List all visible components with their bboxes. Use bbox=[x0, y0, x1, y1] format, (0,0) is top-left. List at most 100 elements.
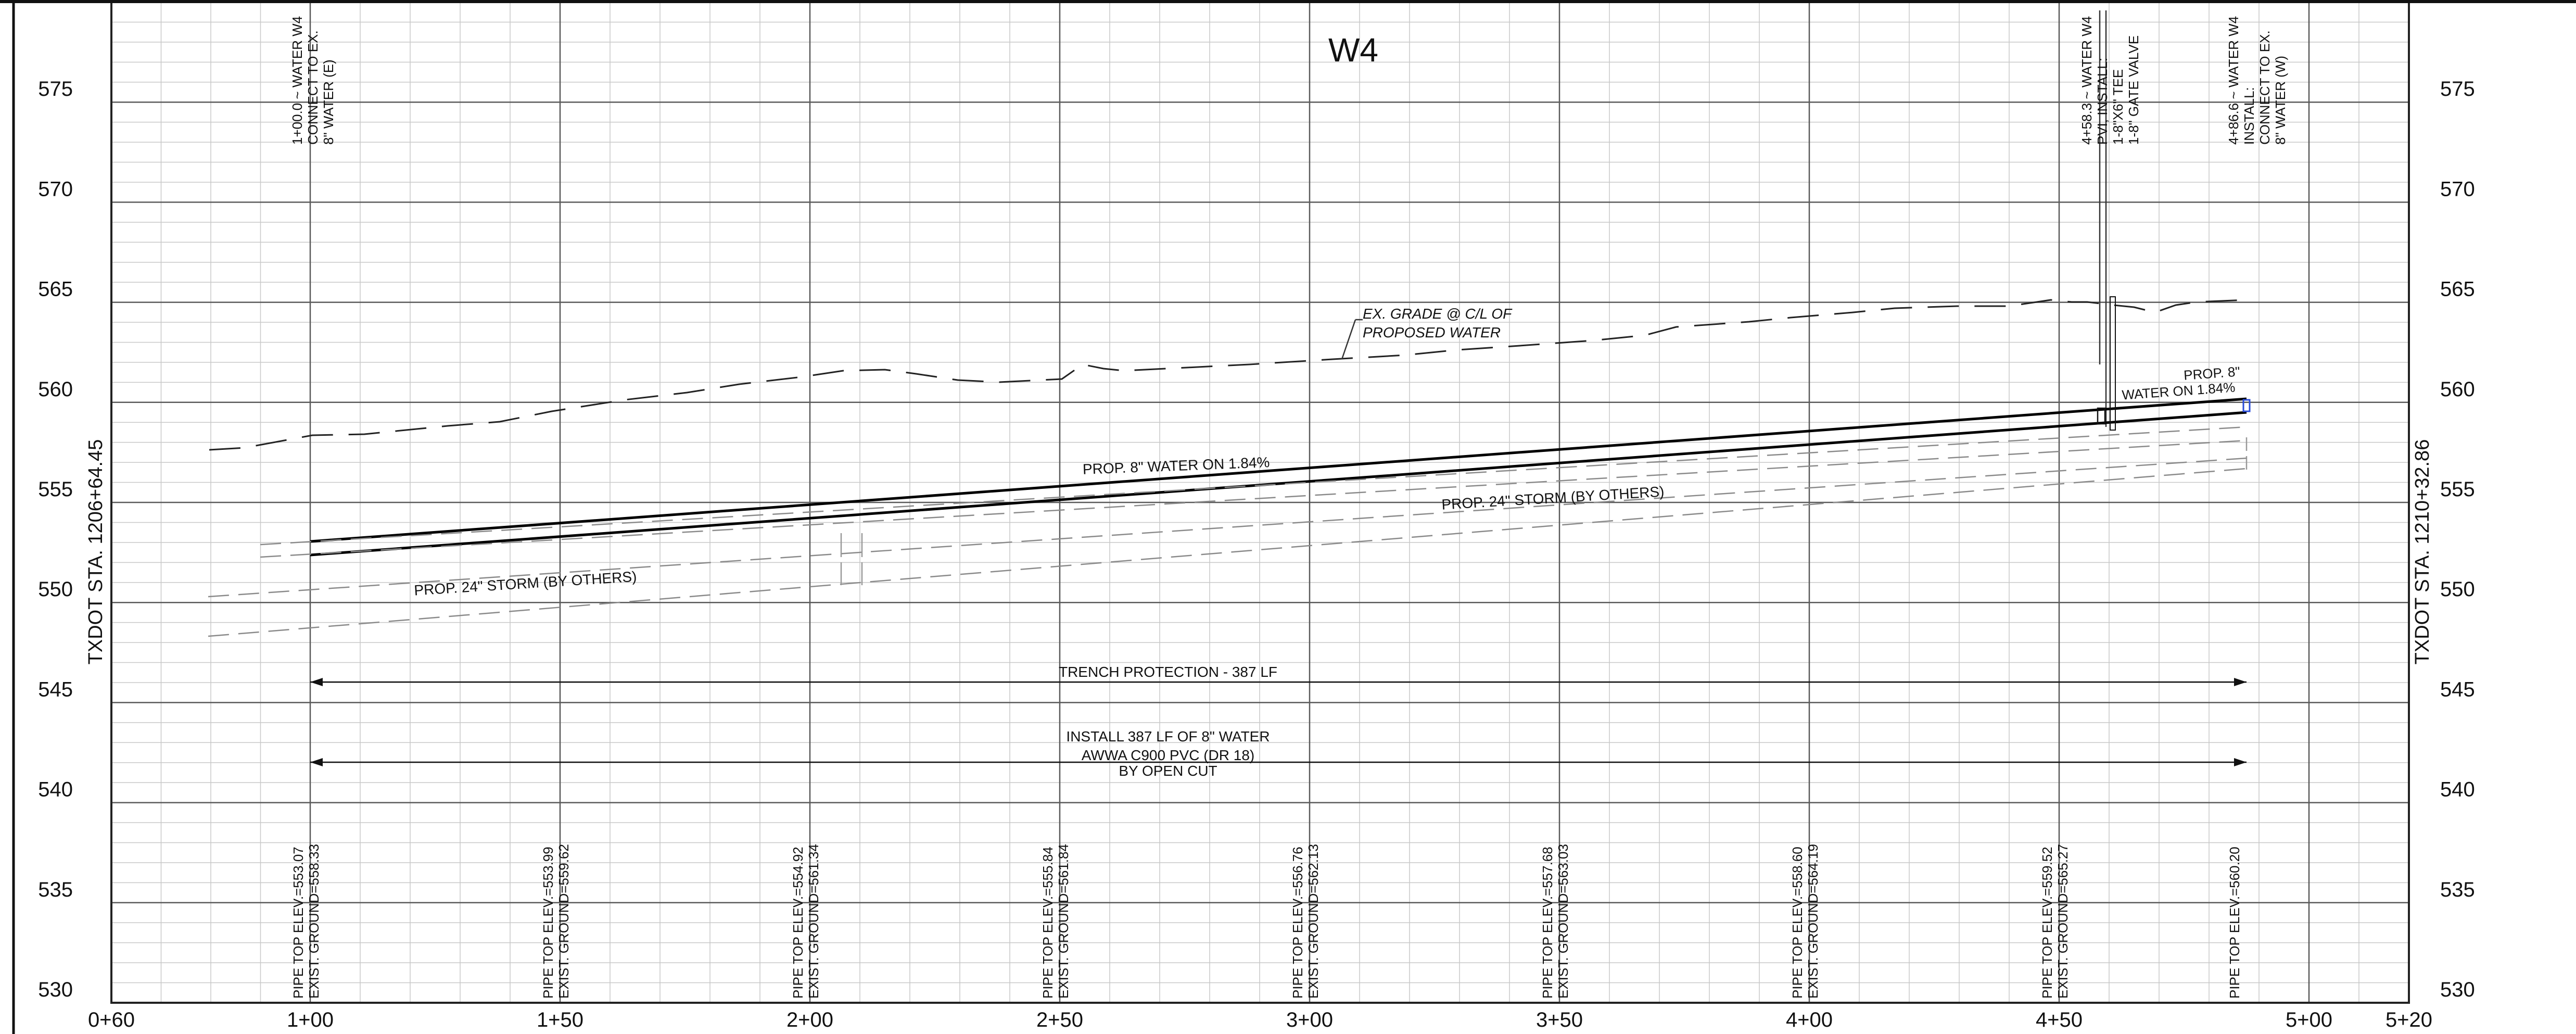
trench-label: TRENCH PROTECTION - 387 LF bbox=[1059, 664, 1277, 680]
bottom-callout-line: PIPE TOP ELEV.=553.07 bbox=[290, 847, 306, 999]
install-note-line-2: AWWA C900 PVC (DR 18) bbox=[1082, 747, 1254, 763]
elevation-label-right: 575 bbox=[2440, 78, 2475, 100]
tee-riser-symbol bbox=[2110, 296, 2116, 431]
top-callout-line: CONNECT TO EX. bbox=[305, 30, 321, 145]
install-arrow-left bbox=[310, 758, 323, 766]
elevation-label-left: 535 bbox=[38, 878, 73, 901]
elevation-label-left: 550 bbox=[38, 578, 73, 601]
station-label: 1+00 bbox=[287, 1008, 334, 1031]
station-label: 4+50 bbox=[2036, 1008, 2083, 1031]
storm-line-3 bbox=[208, 457, 2247, 598]
elevation-label-right: 540 bbox=[2440, 778, 2475, 801]
bottom-callout: PIPE TOP ELEV.=559.52 EXIST. GROUND=565.2… bbox=[2039, 844, 2071, 999]
top-callout-line: 8" WATER (E) bbox=[321, 59, 336, 145]
grade-callout-line-2: PROPOSED WATER bbox=[1363, 324, 1501, 341]
bottom-callout-line: EXIST. GROUND=561.34 bbox=[806, 844, 821, 999]
station-label: 4+00 bbox=[1786, 1008, 1833, 1031]
top-callout-line: 4+58.3 ~ WATER W4 bbox=[2079, 16, 2095, 145]
station-label: 2+00 bbox=[786, 1008, 833, 1031]
grade-callout: EX. GRADE @ C/L OF PROPOSED WATER bbox=[1363, 306, 1513, 341]
bottom-callout: PIPE TOP ELEV.=554.92 EXIST. GROUND=561.3… bbox=[790, 844, 821, 999]
gate-valve-symbol bbox=[2097, 407, 2106, 425]
trench-arrow-left bbox=[310, 678, 323, 686]
bottom-callout-line: PIPE TOP ELEV.=558.60 bbox=[1790, 847, 1805, 999]
bottom-callout-line: EXIST. GROUND=562.13 bbox=[1305, 844, 1321, 999]
elevation-label-left: 565 bbox=[38, 278, 73, 301]
top-callout: 4+86.6 ~ WATER W4 INSTALL: CONNECT TO EX. 8… bbox=[2226, 16, 2288, 145]
top-callout-line: PVI, INSTALL: bbox=[2095, 58, 2110, 145]
elevation-label-right: 550 bbox=[2440, 578, 2475, 601]
bottom-callout-line: PIPE TOP ELEV.=559.52 bbox=[2039, 847, 2055, 999]
station-labels: 0+60 1+00 1+50 2+00 2+50 3+00 3+50 4+00 4+50 5+00… bbox=[88, 1008, 2432, 1031]
top-callout-line: 1-8"X6" TEE bbox=[2110, 69, 2126, 145]
elevation-labels-left: 530 535 540 545 550 555 560 565 570 575 bbox=[38, 78, 73, 1001]
install-note-line-3: BY OPEN CUT bbox=[1119, 763, 1217, 779]
elevation-label-right: 565 bbox=[2440, 278, 2475, 301]
grade-callout-line-1: EX. GRADE @ C/L OF bbox=[1363, 306, 1513, 322]
left-axis-label: TXDOT STA. 1206+64.45 bbox=[85, 439, 107, 665]
station-label: 2+50 bbox=[1036, 1008, 1083, 1031]
station-label: 0+60 bbox=[88, 1008, 135, 1031]
install-note: INSTALL 387 LF OF 8" WATER AWWA C900 PVC… bbox=[1066, 728, 1270, 779]
bottom-callouts: PIPE TOP ELEV.=553.07 EXIST. GROUND=558.3… bbox=[290, 844, 2242, 999]
elevation-label-right: 560 bbox=[2440, 378, 2475, 401]
top-callout-line: 4+86.6 ~ WATER W4 bbox=[2226, 16, 2241, 145]
bottom-callout: PIPE TOP ELEV.=560.20 bbox=[2227, 847, 2242, 999]
end-connection-marker bbox=[2242, 399, 2251, 412]
bottom-callout: PIPE TOP ELEV.=557.68 EXIST. GROUND=563.0… bbox=[1540, 844, 1571, 999]
grade-callout-leader bbox=[1341, 319, 1356, 360]
top-callout: 4+58.3 ~ WATER W4 PVI, INSTALL: 1-8"X6" TE… bbox=[2079, 16, 2141, 145]
elevation-label-left: 540 bbox=[38, 778, 73, 801]
elevation-label-right: 530 bbox=[2440, 978, 2475, 1001]
trench-arrow-right bbox=[2234, 678, 2247, 686]
bottom-callout-line: EXIST. GROUND=558.33 bbox=[306, 844, 322, 999]
station-label: 5+00 bbox=[2286, 1008, 2332, 1031]
bottom-callout-line: EXIST. GROUND=563.03 bbox=[1555, 844, 1571, 999]
bottom-callout-line: PIPE TOP ELEV.=560.20 bbox=[2227, 847, 2242, 999]
top-callout-line: 1-8" GATE VALVE bbox=[2126, 35, 2141, 145]
elevation-labels-right: 530 535 540 545 550 555 560 565 570 575 bbox=[2440, 78, 2475, 1001]
top-callout-line: CONNECT TO EX. bbox=[2257, 30, 2273, 145]
elevation-label-left: 530 bbox=[38, 978, 73, 1001]
profile-title: W4 bbox=[1328, 31, 1378, 69]
existing-grade-line bbox=[209, 299, 2247, 451]
station-label: 3+00 bbox=[1286, 1008, 1333, 1031]
bottom-callout-line: PIPE TOP ELEV.=554.92 bbox=[790, 847, 806, 999]
bottom-callout-line: EXIST. GROUND=561.84 bbox=[1056, 844, 1071, 999]
elevation-label-right: 570 bbox=[2440, 178, 2475, 200]
install-arrow-right bbox=[2234, 758, 2247, 766]
station-label: 1+50 bbox=[537, 1008, 583, 1031]
bottom-callout: PIPE TOP ELEV.=553.07 EXIST. GROUND=558.3… bbox=[290, 844, 322, 999]
top-callout-line: 1+00.0 ~ WATER W4 bbox=[289, 16, 305, 145]
elevation-label-right: 535 bbox=[2440, 878, 2475, 901]
elevation-label-left: 545 bbox=[38, 678, 73, 701]
bottom-callout: PIPE TOP ELEV.=555.84 EXIST. GROUND=561.8… bbox=[1040, 844, 1071, 999]
elevation-label-left: 560 bbox=[38, 378, 73, 401]
right-axis-label: TXDOT STA. 1210+32.86 bbox=[2412, 439, 2433, 665]
top-callouts: 1+00.0 ~ WATER W4 CONNECT TO EX. 8" WATER … bbox=[289, 16, 2288, 145]
bottom-callout-line: EXIST. GROUND=564.19 bbox=[1805, 844, 1821, 999]
elevation-label-left: 575 bbox=[38, 78, 73, 100]
elevation-label-right: 545 bbox=[2440, 678, 2475, 701]
bottom-callout: PIPE TOP ELEV.=558.60 EXIST. GROUND=564.1… bbox=[1790, 844, 1821, 999]
bottom-callout: PIPE TOP ELEV.=556.76 EXIST. GROUND=562.1… bbox=[1290, 844, 1321, 999]
install-note-line-1: INSTALL 387 LF OF 8" WATER bbox=[1066, 728, 1270, 745]
proposed-water-pipe-top bbox=[310, 397, 2247, 543]
top-callout-line: 8" WATER (W) bbox=[2273, 56, 2288, 145]
storm-line-4 bbox=[208, 468, 2247, 637]
station-label: 5+20 bbox=[2385, 1008, 2432, 1031]
elevation-label-left: 555 bbox=[38, 478, 73, 501]
bottom-callout: PIPE TOP ELEV.=553.99 EXIST. GROUND=559.6… bbox=[540, 844, 572, 999]
top-callout: 1+00.0 ~ WATER W4 CONNECT TO EX. 8" WATER … bbox=[289, 16, 336, 145]
bottom-callout-line: PIPE TOP ELEV.=555.84 bbox=[1040, 847, 1056, 999]
bottom-callout-line: PIPE TOP ELEV.=553.99 bbox=[540, 847, 556, 999]
top-callout-line: INSTALL: bbox=[2241, 87, 2257, 145]
station-label: 3+50 bbox=[1536, 1008, 1583, 1031]
bottom-callout-line: PIPE TOP ELEV.=557.68 bbox=[1540, 847, 1555, 999]
elevation-label-left: 570 bbox=[38, 178, 73, 200]
bottom-callout-line: PIPE TOP ELEV.=556.76 bbox=[1290, 847, 1305, 999]
proposed-water-pipe-bottom bbox=[310, 411, 2247, 557]
bottom-callout-line: EXIST. GROUND=565.27 bbox=[2055, 844, 2071, 999]
